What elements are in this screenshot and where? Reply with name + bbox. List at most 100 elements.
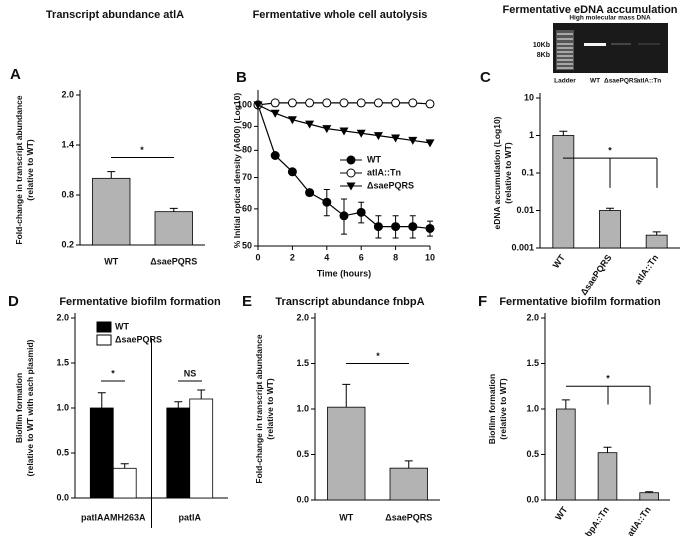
marker: [305, 188, 315, 198]
error-bar: [107, 171, 116, 179]
error-bar: [120, 463, 129, 469]
y-tick-label: 0.0: [296, 494, 309, 504]
y-tick-label: 90: [242, 121, 252, 131]
error-bar: [559, 130, 568, 136]
x-axis-label: Time (hours): [317, 268, 371, 278]
marker: [373, 132, 383, 141]
x-tick-label: WT: [104, 256, 118, 266]
gel-lane-label: atlA::Tn: [637, 78, 662, 85]
y-axis-label: (relative to WT): [25, 139, 35, 201]
x-tick-label: 0: [255, 252, 260, 262]
y-axis-label: (relative to WT): [265, 378, 275, 440]
legend-label: ΔsaePQRS: [115, 334, 162, 344]
marker: [356, 98, 366, 108]
x-tick-label: 6: [359, 252, 364, 262]
x-tick-label: 2: [290, 252, 295, 262]
marker: [339, 98, 349, 108]
y-tick-label: 50: [242, 240, 252, 250]
bar: [92, 177, 131, 246]
y-axis-label: eDNA accumulation (Log10): [492, 116, 502, 229]
series-line: [257, 104, 431, 144]
gel-title: High molecular mass DNA: [569, 15, 651, 22]
legend-marker: [346, 155, 356, 165]
error-bar: [174, 401, 183, 408]
x-tick-label: patlAAMH263A: [81, 512, 146, 522]
bar: [639, 492, 659, 501]
marker: [408, 222, 418, 232]
y-tick-label: 0.001: [511, 242, 534, 252]
significance-label: *: [111, 368, 115, 378]
y-tick-label: 1.4: [61, 139, 74, 149]
panel-label: B: [236, 69, 247, 86]
gel-size-label: 10Kb: [533, 42, 550, 49]
x-tick-label: ΔsaePQRS: [150, 256, 197, 266]
y-axis-label: (relative to WT with each plasmid): [25, 339, 35, 476]
marker: [270, 150, 280, 160]
y-tick-label: 0.5: [526, 449, 539, 459]
x-tick-label: 8: [393, 252, 398, 262]
gel-ladder-bands: [557, 33, 573, 69]
panel-label: C: [480, 69, 491, 86]
legend-swatch: [96, 334, 112, 346]
error-bar: [652, 231, 661, 236]
chart-title: Fermentative whole cell autolysis: [253, 9, 428, 21]
x-tick-label: fnbpA::Tn: [578, 505, 611, 536]
bar: [166, 407, 191, 499]
marker: [356, 207, 366, 217]
marker: [253, 101, 263, 110]
y-tick-label: 2.0: [61, 89, 74, 99]
legend-label: atlA::Tn: [367, 167, 401, 177]
marker: [322, 125, 332, 134]
marker: [305, 120, 315, 129]
bar: [552, 135, 575, 249]
significance-label: *: [140, 145, 144, 155]
gel-band: [638, 43, 660, 45]
chart-title: Fermentative biofilm formation: [59, 296, 221, 308]
x-tick-label: atlA::Tn: [625, 505, 653, 536]
gel-size-label: 8Kb: [537, 52, 550, 59]
legend-label: WT: [367, 154, 381, 164]
marker: [391, 98, 401, 108]
y-tick-label: 70: [242, 172, 252, 182]
x-tick-label: WT: [339, 512, 353, 522]
marker: [408, 136, 418, 145]
marker: [270, 109, 280, 118]
x-tick-label: 10: [425, 252, 435, 262]
y-tick-label: 2.0: [526, 312, 539, 322]
error-bar: [97, 392, 106, 408]
y-tick-label: 1.0: [526, 403, 539, 413]
y-axis-label: Biofilm formation: [487, 374, 497, 444]
y-tick-label: 0.1: [521, 167, 534, 177]
chart-title: Transcript abundance fnbpA: [275, 296, 424, 308]
marker: [356, 129, 366, 138]
marker: [373, 98, 383, 108]
legend-label: WT: [115, 321, 129, 331]
y-tick-label: 0.0: [56, 492, 69, 502]
error-bar: [404, 460, 413, 469]
marker: [391, 222, 401, 232]
y-tick-label: 1.5: [56, 357, 69, 367]
x-tick-label: ΔsaePQRS: [578, 253, 613, 297]
marker: [270, 98, 280, 108]
y-axis-label: Fold-change in transcript abundance: [14, 95, 24, 245]
significance-label: *: [608, 145, 612, 155]
y-tick-label: 100: [237, 99, 252, 109]
chart-title: Fermentative eDNA accumulation: [502, 4, 677, 16]
bar: [389, 467, 428, 501]
legend-label: ΔsaePQRS: [367, 180, 414, 190]
x-tick-label: WT: [551, 252, 568, 270]
gel-lane-label: Ladder: [554, 78, 576, 85]
bar: [645, 234, 668, 249]
y-tick-label: 80: [242, 145, 252, 155]
marker: [322, 98, 332, 108]
gel-lane-label: WT: [590, 78, 600, 85]
chart-title: Transcript abundance atlA: [46, 9, 184, 21]
marker: [305, 98, 315, 108]
x-tick-label: patlA: [179, 512, 202, 522]
y-tick-label: 10: [524, 92, 534, 102]
chart-title: Fermentative biofilm formation: [499, 296, 661, 308]
marker: [425, 223, 435, 233]
bar: [112, 467, 137, 499]
y-tick-label: 60: [242, 203, 252, 213]
panel-label: D: [8, 293, 19, 310]
